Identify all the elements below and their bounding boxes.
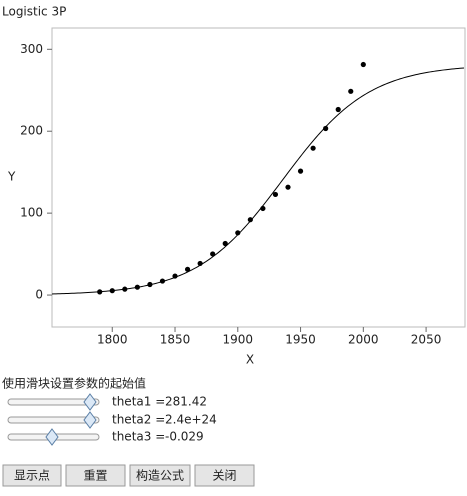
button[interactable] [65, 464, 126, 487]
point [310, 145, 316, 151]
point [235, 230, 241, 236]
point [247, 217, 253, 223]
x-tick-label: 1950 [285, 333, 316, 347]
y-tick-label: 200 [20, 124, 43, 138]
point [97, 289, 103, 295]
point [197, 260, 203, 267]
point [260, 205, 266, 212]
button-label[interactable]: 关闭 [212, 469, 236, 483]
point [285, 184, 291, 190]
button-label[interactable]: 重置 [83, 469, 107, 483]
button-label[interactable]: 显示点 [14, 469, 50, 483]
point [172, 273, 178, 279]
point [348, 88, 354, 94]
slider-value: 281.42 [165, 395, 207, 409]
slider-thumbs [45, 393, 97, 446]
slider-value: -0.029 [165, 430, 204, 444]
slider-value: 2.4e+24 [165, 413, 217, 427]
point [335, 106, 341, 113]
point [159, 278, 166, 284]
button[interactable] [194, 464, 255, 487]
x-tick-label: 1800 [97, 333, 128, 347]
slider-label: theta1 = [112, 395, 165, 409]
y-axis-label: Y [7, 170, 16, 184]
slider-track[interactable] [7, 416, 100, 424]
x-tick-label: 1900 [223, 333, 254, 347]
x-axis-label: X [246, 353, 254, 367]
slider-thumb[interactable] [83, 411, 97, 429]
x-tick-label: 2000 [348, 333, 379, 347]
slider-label: theta2 = [112, 413, 165, 427]
slider-track[interactable] [7, 398, 100, 406]
button[interactable] [2, 464, 62, 487]
slider-thumb[interactable] [83, 393, 97, 411]
slider-thumb[interactable] [45, 428, 59, 446]
button-label[interactable]: 构造公式 [136, 468, 184, 483]
point [184, 266, 191, 272]
point [272, 191, 279, 198]
y-tick-label: 300 [20, 42, 43, 56]
x-tick-label: 2050 [411, 333, 442, 347]
chart-title: Logistic 3P [2, 5, 66, 19]
point [360, 61, 366, 68]
point [222, 240, 228, 247]
panel-heading: 使用滑块设置参数的起始值 [2, 376, 146, 391]
x-tick-label: 1850 [160, 333, 191, 347]
plot-frame [51, 27, 466, 328]
point [297, 168, 304, 174]
point [122, 286, 128, 292]
point [323, 125, 329, 132]
point [147, 281, 153, 288]
button[interactable] [129, 464, 191, 487]
point [109, 288, 115, 294]
point [134, 284, 140, 290]
fit-curve [51, 67, 465, 295]
y-tick-label: 0 [35, 288, 43, 302]
point [210, 251, 216, 257]
buttons [2, 464, 255, 487]
y-tick-label: 100 [20, 206, 43, 220]
slider-label: theta3 = [112, 430, 165, 444]
